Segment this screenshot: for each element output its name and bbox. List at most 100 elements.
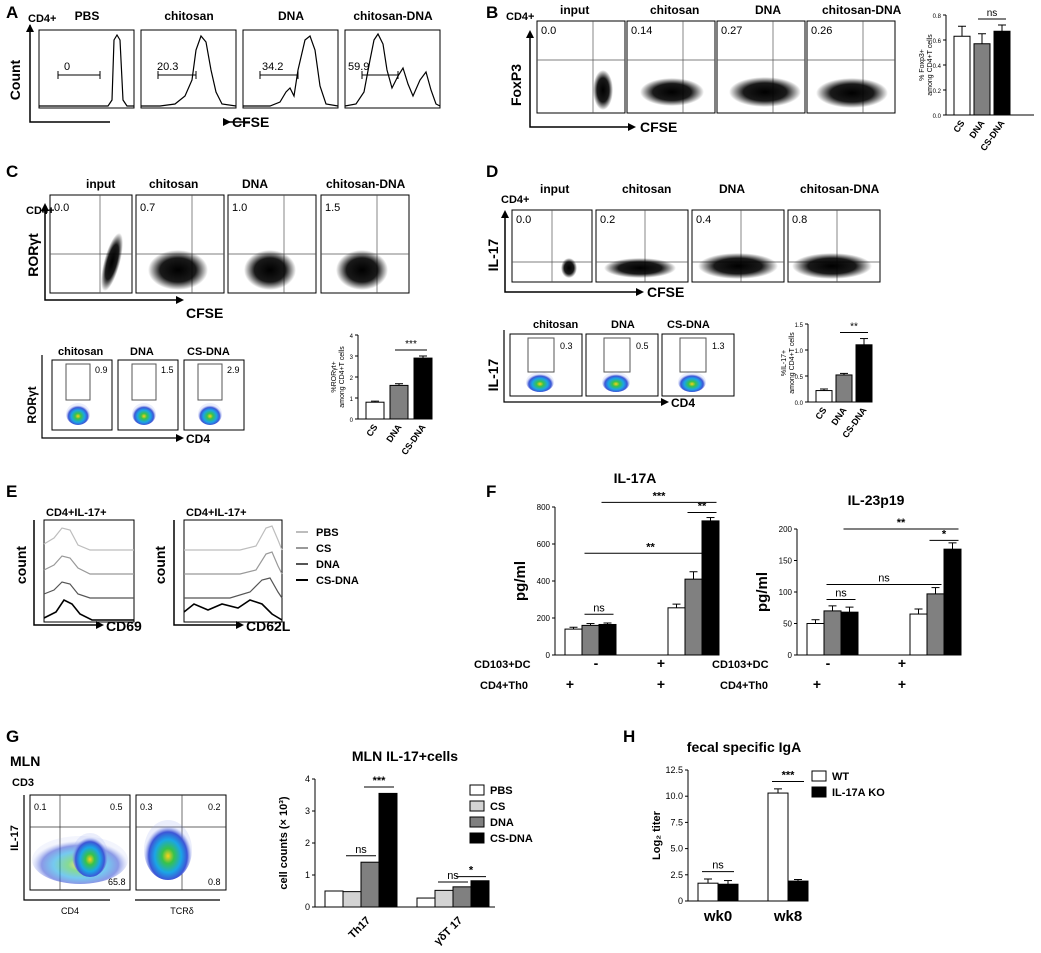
y-tick-label: 400	[537, 577, 551, 586]
histogram-dna: DNA 34.2	[242, 9, 339, 109]
flow-plot-dna: DNA 0.4	[691, 182, 785, 283]
sample-title: CS-DNA	[187, 346, 230, 358]
histogram-curve	[141, 34, 237, 107]
cell-cluster	[729, 77, 801, 107]
mark-g1-th0: +	[566, 676, 574, 692]
sample-title: chitosan	[58, 346, 104, 358]
y-axis-label: IL-17	[9, 825, 21, 851]
legend-swatch	[469, 784, 485, 796]
legend-swatch	[469, 832, 485, 844]
panel-label: A	[6, 3, 18, 22]
significance-label: ns	[835, 588, 847, 600]
gate-value: 1.3	[712, 341, 725, 351]
y-tick-label: 800	[537, 503, 551, 512]
bar-black	[840, 611, 859, 656]
panel-e: E CD4+IL-17+ CD4+IL-17+ count count CD69…	[6, 482, 359, 634]
bar-gray	[581, 624, 600, 656]
gate-label: CD4+	[28, 13, 56, 25]
y-tick-label: 1	[305, 870, 310, 880]
sample-title: DNA	[278, 9, 304, 23]
legend-label: WT	[832, 771, 849, 783]
mark-g2-th0: +	[898, 676, 906, 692]
bar-il-17a-ko	[787, 880, 809, 902]
bar-wt	[697, 882, 719, 902]
panel-f: F CD103+DC CD4+Th0 - + + + CD103+DC CD4+…	[474, 482, 906, 692]
y-axis-label: among CD4+T cells	[339, 346, 346, 408]
mark-g2-th0: +	[657, 676, 665, 692]
sample-title: input	[540, 182, 569, 196]
row-label-th0: CD4+Th0	[480, 680, 528, 692]
quadrant-value: 0.7	[140, 202, 155, 214]
pseudo-plot-chitosan: chitosan 0.3	[509, 319, 583, 397]
quadrant-ul: 0.3	[140, 802, 153, 812]
bar-gray	[926, 593, 945, 656]
category-label: wk8	[773, 908, 802, 925]
bar-cs-dna	[993, 30, 1011, 116]
gate-label: CD3	[12, 777, 34, 789]
quadrant-value: 1.0	[232, 202, 247, 214]
mark-g1-th0: +	[813, 676, 821, 692]
quadrant-value: 0.26	[811, 25, 832, 37]
bar-black	[598, 623, 617, 656]
x-axis-label: CFSE	[186, 305, 223, 321]
significance-label: ***	[782, 770, 796, 782]
sample-title: PBS	[75, 9, 100, 23]
significance-label: ***	[653, 490, 667, 502]
flow-plot-tcrd: 0.3 0.2 0.8 TCRδ	[135, 794, 227, 916]
significance-label: **	[646, 541, 655, 553]
y-tick-label: 150	[779, 557, 793, 566]
sample-title: DNA	[719, 182, 745, 196]
legend: PBS CS DNA CS-DNA	[296, 527, 359, 587]
plot-frame	[242, 29, 339, 109]
quadrant-lr: 0.8	[208, 877, 221, 887]
bar-dna	[452, 886, 472, 908]
legend-label: IL-17A KO	[832, 787, 885, 799]
pseudo-plot-cs-dna: CS-DNA 1.3	[661, 319, 735, 397]
y-tick-label: 600	[537, 540, 551, 549]
sample-title: chitosan-DNA	[822, 3, 902, 17]
histogram-curve	[243, 35, 339, 107]
bar-white	[564, 628, 583, 656]
legend-cs: CS	[316, 543, 331, 555]
panel-label: B	[486, 3, 498, 22]
bar-black	[701, 520, 720, 656]
pseudo-plot-cs-dna: CS-DNA 2.9	[183, 346, 245, 431]
sample-title: DNA	[130, 346, 154, 358]
y-tick-label: 4	[350, 334, 354, 340]
y-tick-label: 0	[546, 651, 551, 660]
sample-title: chitosan-DNA	[326, 177, 406, 191]
flow-plot-chitosan-dna: chitosan-DNA 0.26	[806, 3, 902, 114]
y-axis-label: %RORγt+	[331, 361, 338, 392]
quadrant-value: 0.27	[721, 25, 742, 37]
panel-label: D	[486, 162, 498, 181]
y-axis-label: Count	[7, 59, 23, 100]
flow-plot-input: input 0.0	[536, 3, 626, 114]
gate-value: 2.9	[227, 365, 240, 375]
y-axis-label: among CD4+T cells	[789, 332, 796, 394]
sample-title: chitosan	[149, 177, 198, 191]
sample-title: DNA	[611, 319, 635, 331]
cell-cluster	[593, 70, 613, 110]
x-axis-label: TCRδ	[170, 906, 194, 916]
sample-title: input	[86, 177, 115, 191]
y-tick-label: 2	[305, 838, 310, 848]
y-axis-label: among CD4+T cells	[927, 34, 934, 96]
histogram-dna	[43, 581, 134, 599]
histogram-chitosan-dna: chitosan-DNA 59.9	[344, 9, 441, 109]
x-axis-label: CD4	[671, 396, 695, 410]
legend-pbs: PBS	[316, 527, 339, 539]
y-axis-label: %IL-17+	[781, 350, 788, 376]
y-axis-label: IL-17	[485, 238, 501, 271]
category-label: CS	[813, 405, 828, 421]
y-tick-label: 4	[305, 774, 310, 784]
histogram-frame	[183, 519, 283, 623]
legend-label: CS-DNA	[490, 833, 533, 845]
bar-dna	[389, 384, 409, 420]
flow-plot-input: input 0.0	[511, 182, 593, 283]
histogram-cs	[184, 551, 283, 575]
y-tick-label: 5.0	[670, 844, 683, 854]
quadrant-lr: 65.8	[108, 877, 126, 887]
significance-label: ns	[593, 602, 605, 614]
y-axis-label: cell counts (× 10³)	[278, 796, 290, 890]
